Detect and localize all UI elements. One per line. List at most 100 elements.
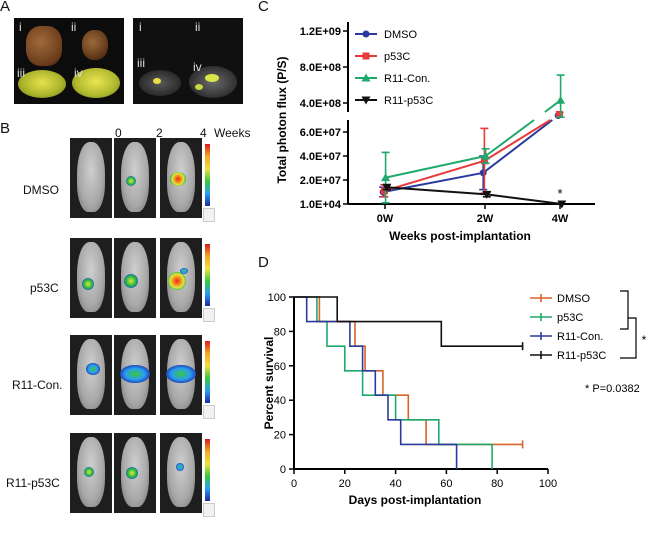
data-point: [380, 187, 388, 195]
chart-d-ylabel: Percent survival: [262, 337, 276, 430]
y-tick-label: 0: [280, 464, 286, 476]
organ-label: ii: [71, 20, 77, 34]
mouse-image: [70, 335, 112, 415]
week-label: 4: [200, 126, 207, 140]
y-tick-label: 20: [274, 430, 286, 442]
scale-note: [203, 405, 215, 419]
chart-c-xlabel: Weeks post-implantation: [389, 229, 531, 243]
legend-label: DMSO: [557, 293, 590, 305]
survival-chart: 0 20 40 60 80 100 0 20 40 60 80 100 DMSO p53C R11-Con…: [262, 290, 647, 507]
data-point: [481, 151, 491, 160]
mouse-image: [160, 433, 202, 513]
data-point: [382, 183, 392, 192]
y-tick-label: 4.0E+08: [300, 98, 341, 110]
panel-label-d: D: [258, 254, 269, 271]
organ-label: ii: [195, 20, 201, 34]
legend-label: R11-p53C: [384, 95, 433, 107]
legend-label: p53C: [384, 51, 410, 63]
data-point: [381, 173, 391, 182]
x-tick-label: 60: [440, 478, 452, 490]
series-line: [385, 155, 486, 179]
organ-label: i: [19, 20, 22, 34]
mouse-image: [114, 335, 156, 415]
chart-d-xlabel: Days post-implantation: [349, 493, 482, 507]
data-point: [557, 200, 567, 209]
photon-flux-chart: 1.0E+04 2.0E+07 4.0E+07 6.0E+07 4.0E+08 8.0E+…: [275, 22, 595, 243]
x-tick-label: 4W: [552, 213, 569, 225]
intensity-colorbar: [205, 341, 210, 403]
row-label-p53c: p53C: [30, 281, 59, 295]
luminescence-signal: [124, 274, 138, 288]
organ-label: iv: [74, 66, 83, 80]
luminescence-signal: [126, 176, 136, 186]
data-point: [482, 190, 492, 199]
luminescence-signal: [126, 467, 138, 479]
mouse-image: [114, 138, 156, 218]
y-tick-label: 100: [268, 292, 286, 304]
survival-curve: [294, 296, 523, 446]
survival-curve: [294, 296, 493, 469]
y-tick-label: 60: [274, 361, 286, 373]
chart-c-ylabel: Total photon flux (P/S): [275, 56, 289, 183]
series-line: [386, 186, 487, 196]
survival-curve: [294, 296, 523, 347]
x-tick-label: 2W: [477, 213, 494, 225]
y-tick-label: 6.0E+07: [300, 127, 341, 139]
x-tick-label: 100: [539, 478, 557, 490]
scale-note: [203, 308, 215, 322]
mouse-image: [70, 433, 112, 513]
data-point: [480, 157, 488, 165]
panel-label-c: C: [258, 0, 269, 15]
x-tick-label: 40: [389, 478, 401, 490]
data-point: [362, 52, 370, 60]
luminescence-signal: [120, 365, 150, 383]
legend-label: R11-Con.: [384, 73, 430, 85]
significance-bracket: [620, 317, 637, 359]
mouse-body: [167, 437, 195, 507]
y-tick-label: 40: [274, 395, 286, 407]
organ-label: iii: [137, 56, 145, 70]
panel-a-photo-right: i ii iii iv: [133, 18, 243, 104]
data-point: [479, 169, 487, 177]
data-point: [555, 110, 563, 118]
data-point: [361, 96, 371, 105]
y-tick-label: 1.0E+04: [300, 199, 342, 211]
y-tick-label: 4.0E+07: [300, 151, 341, 163]
chart-c-significance: *: [557, 186, 562, 201]
series-line: [485, 119, 535, 157]
y-tick-label: 2.0E+07: [300, 175, 341, 187]
panel-label-a: A: [0, 0, 11, 15]
intensity-colorbar: [205, 144, 210, 206]
x-tick-label: 80: [491, 478, 503, 490]
luminescence-signal: [82, 278, 94, 290]
series-line: [482, 119, 553, 174]
mouse-image: [114, 433, 156, 513]
weeks-label: Weeks: [214, 126, 251, 140]
luminescence-signal: [180, 268, 188, 274]
series-line: [384, 159, 485, 192]
mouse-image: [160, 335, 202, 415]
luminescence-signal: [86, 363, 100, 375]
mouse-image: [160, 138, 202, 218]
mouse-image: [70, 138, 112, 218]
luminescence-signal: [166, 365, 196, 383]
intensity-colorbar: [205, 439, 210, 501]
mouse-body: [77, 142, 105, 212]
data-point: [556, 95, 566, 104]
data-point: [361, 73, 371, 82]
series-line: [486, 193, 562, 205]
luminescence-signal: [176, 463, 184, 471]
mouse-body: [77, 242, 105, 312]
x-tick-label: 0: [291, 478, 297, 490]
legend-label: R11-p53C: [557, 350, 606, 362]
legend-label: R11-Con.: [557, 331, 603, 343]
x-tick-label: 0W: [377, 213, 394, 225]
week-label: 0: [115, 126, 122, 140]
significance-bracket: [620, 290, 629, 330]
legend-label: DMSO: [384, 29, 417, 41]
intensity-colorbar: [205, 244, 210, 306]
scale-note: [203, 208, 215, 222]
y-tick-label: 1.2E+09: [300, 26, 341, 38]
series-line: [483, 119, 551, 162]
mouse-image: [70, 238, 112, 318]
